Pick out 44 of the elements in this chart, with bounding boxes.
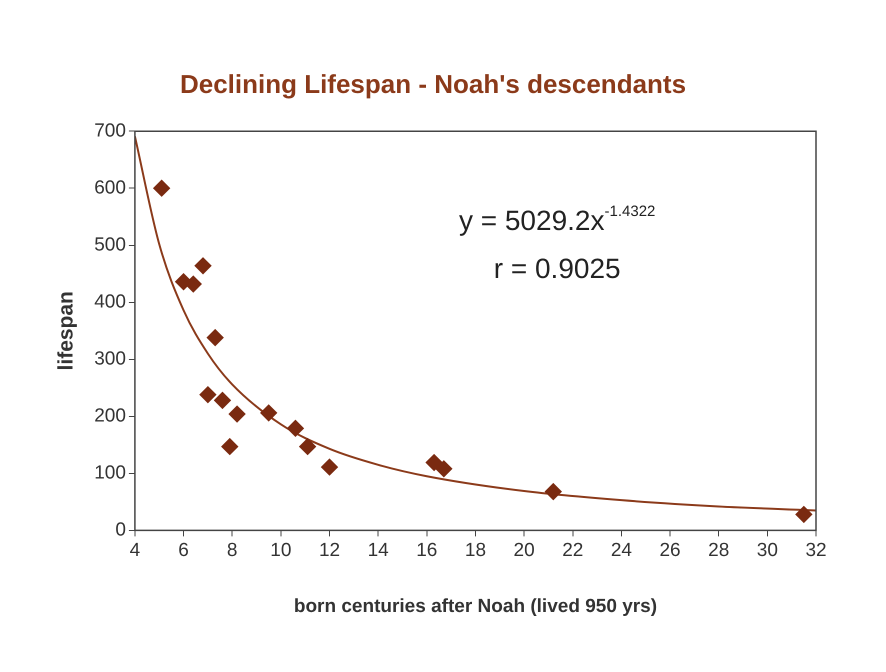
x-tick-label: 18	[464, 540, 486, 562]
y-tick-label: 500	[94, 234, 126, 256]
x-tick-label: 14	[368, 540, 390, 562]
x-tick-label: 10	[270, 540, 292, 562]
point	[544, 483, 562, 500]
point	[795, 506, 812, 523]
y-tick-label: 200	[94, 406, 126, 427]
point	[321, 458, 338, 476]
x-tick-label: 12	[318, 540, 340, 562]
y-axis-title: lifespan	[54, 291, 78, 370]
x-tick-label: 32	[805, 540, 827, 562]
y-tick-label: 300	[94, 348, 126, 370]
point	[228, 406, 246, 423]
y-tick-label: 0	[115, 520, 126, 541]
x-axis-title: born centuries after Noah (lived 950 yrs)	[294, 596, 658, 617]
y-tick-label: 100	[94, 462, 126, 484]
point	[194, 257, 212, 274]
point	[153, 180, 170, 197]
point	[426, 454, 443, 472]
x-tick-label: 6	[178, 540, 189, 562]
point	[260, 404, 278, 422]
y-tick-label: 600	[94, 177, 126, 198]
x-tick-label: 30	[756, 540, 778, 562]
x-tick-label: 20	[514, 540, 535, 562]
chart-title: Declining Lifespan - Noah's descendants	[180, 68, 686, 99]
y-tick-label: 400	[94, 292, 126, 313]
x-tick-label: 28	[708, 540, 730, 562]
y-tick-label: 700	[94, 120, 126, 142]
x-tick-label: 16	[416, 540, 438, 562]
point	[214, 392, 231, 409]
annotation: y = 5029.2x$^{-1.4322}$	[458, 203, 656, 238]
x-tick-label: 24	[610, 540, 632, 562]
x-tick-label: 26	[659, 540, 681, 562]
x-tick-label: 22	[562, 540, 584, 562]
x-tick-label: 4	[130, 540, 141, 562]
point	[286, 420, 304, 437]
point	[206, 329, 224, 346]
line-series	[134, 135, 816, 512]
point	[221, 438, 238, 456]
point	[199, 386, 216, 404]
point	[435, 460, 452, 478]
point	[299, 438, 316, 456]
annotation: r = 0.9025	[494, 253, 621, 286]
x-tick-label: 8	[226, 540, 238, 562]
